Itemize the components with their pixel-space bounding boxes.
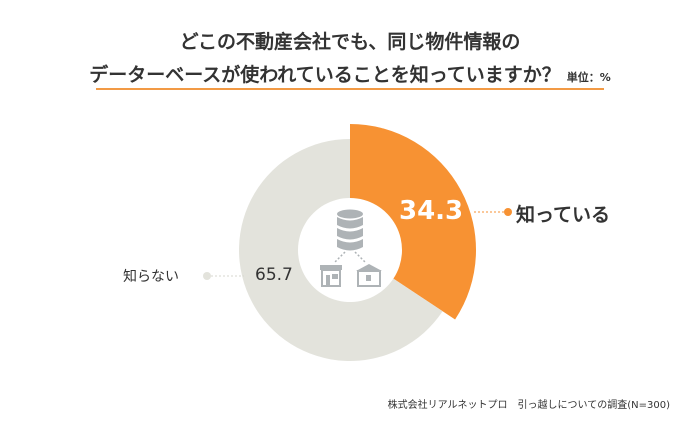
title-underline: [96, 88, 604, 90]
chart-title-line2: データーベースが使われていることを知っていますか？ 単位：%: [0, 60, 700, 87]
shop-icon: [320, 265, 342, 287]
leader-dontknow: [203, 272, 244, 280]
pie-slice-0: [350, 124, 477, 320]
value-label-know: 34.3: [399, 196, 464, 226]
category-label-dontknow: 知らない: [123, 269, 179, 285]
source-note: 株式会社リアルネットプロ 引っ越しについての調査(N=300): [387, 400, 670, 411]
leader-know: [474, 208, 512, 216]
chart-title-line1: どこの不動産会社でも、同じ物件情報の: [179, 31, 521, 53]
category-label-know: 知っている: [516, 204, 611, 226]
house-icon: [356, 264, 382, 287]
title-text: データーベースが使われていることを知っていますか？: [89, 64, 561, 86]
value-label-dontknow: 65.7: [255, 265, 293, 285]
connector-icon: [334, 251, 366, 263]
pie-slice-1: [239, 139, 443, 361]
unit-label: 単位：%: [566, 71, 611, 84]
database-icon: [337, 209, 363, 251]
